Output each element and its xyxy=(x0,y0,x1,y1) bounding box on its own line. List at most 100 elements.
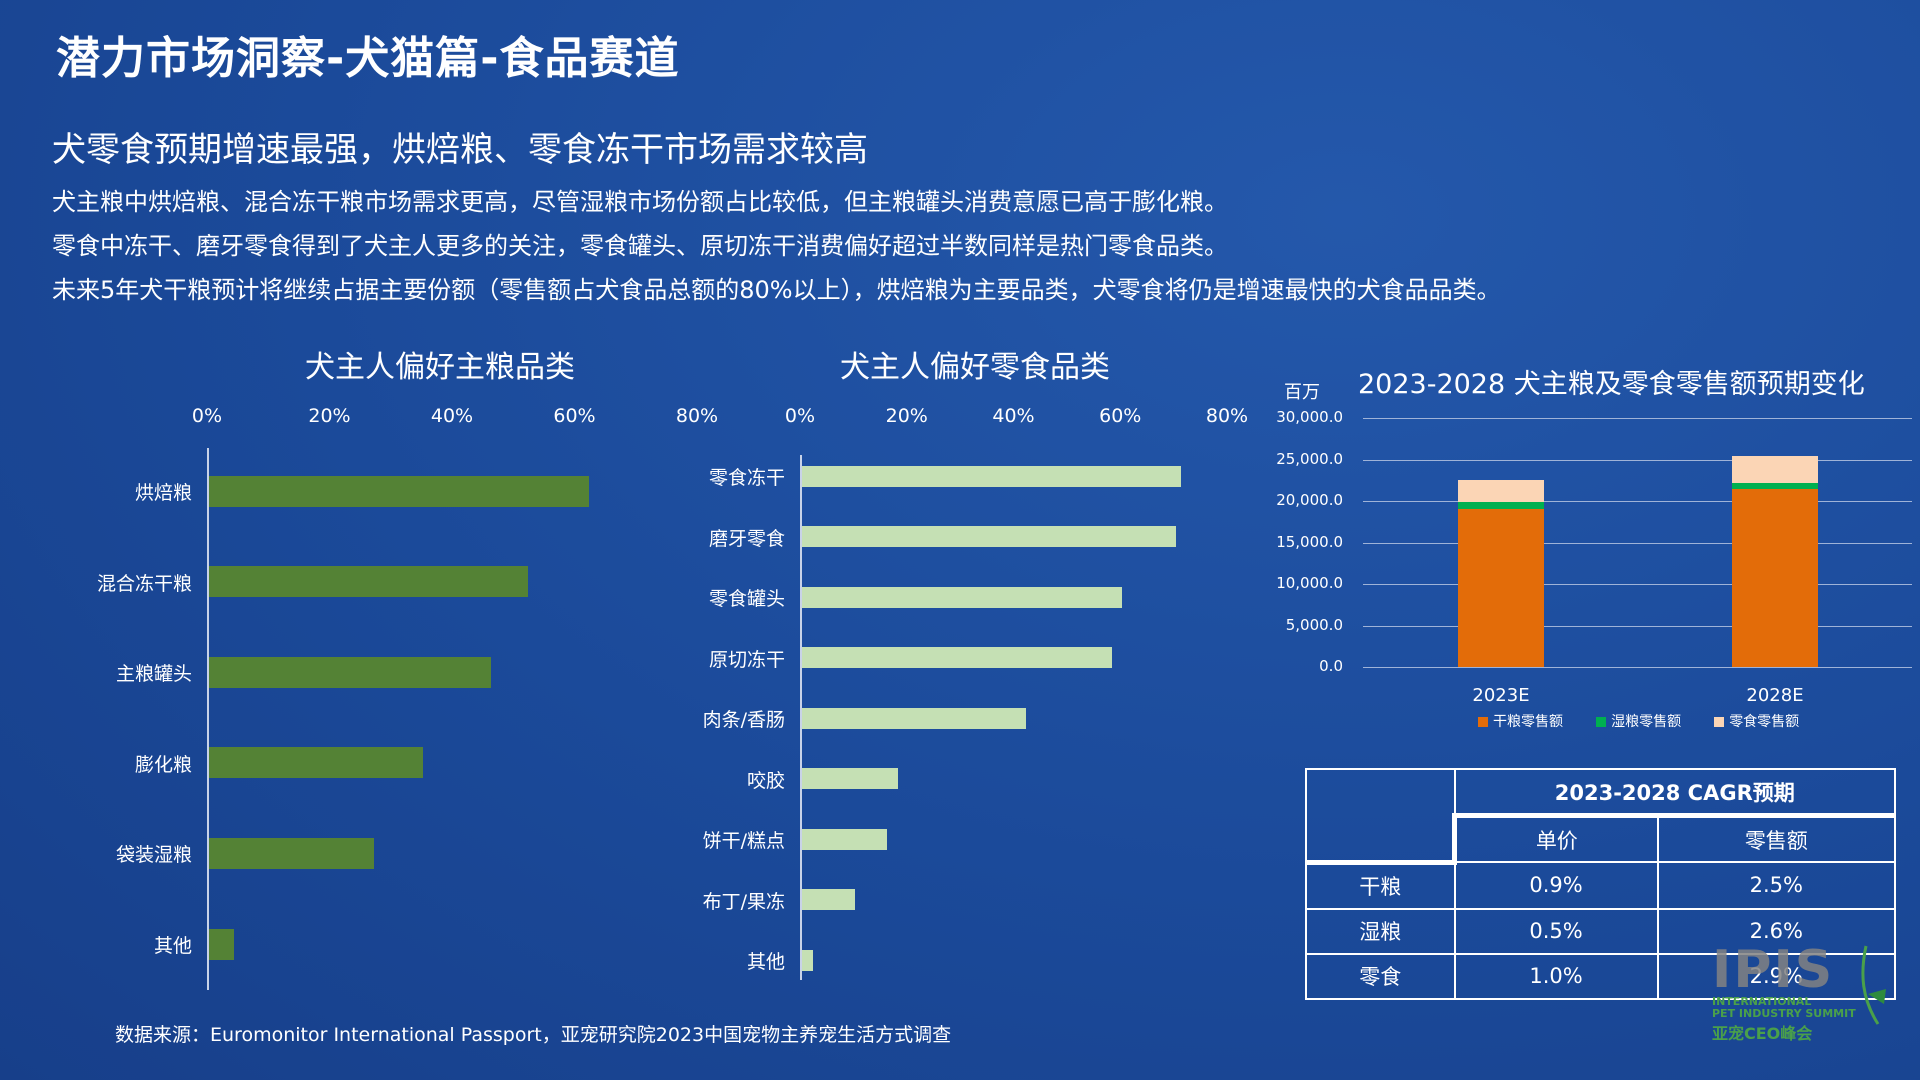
table-row: 零食 1.0% 2.9% xyxy=(1305,952,1897,1000)
x-tick-label: 80% xyxy=(675,405,719,427)
table-cell: 2.9% xyxy=(1656,952,1897,1000)
stacked-chart-ylabel: 百万 xyxy=(1284,382,1320,403)
stacked-bar-segment xyxy=(1458,480,1544,502)
y-tick-label: 5,000.0 xyxy=(1285,615,1343,634)
table-title-cell: 2023-2028 CAGR预期 xyxy=(1453,768,1896,818)
stacked-bar-segment xyxy=(1732,489,1818,667)
description-line-1: 犬主粮中烘焙粮、混合冻干粮市场需求更高，尽管湿粮市场份额占比较低，但主粮罐头消费… xyxy=(52,188,1228,216)
category-label: 磨牙零食 xyxy=(708,527,785,550)
gridline xyxy=(1363,625,1912,627)
category-label: 2023E xyxy=(1472,685,1530,706)
bar xyxy=(209,475,589,507)
gridline xyxy=(1363,542,1912,544)
table-row-label: 零食 xyxy=(1305,952,1456,1000)
bar xyxy=(802,828,888,850)
category-label: 原切冻干 xyxy=(708,648,785,671)
table-cell: 2.5% xyxy=(1656,861,1897,910)
stacked-chart-legend: 干粮零售额 湿粮零售额 零食零售额 xyxy=(1478,711,1827,731)
description-line-2: 零食中冻干、磨牙零食得到了犬主人更多的关注，零食罐头、原切冻干消费偏好超过半数同… xyxy=(52,232,1228,260)
category-label: 饼干/糕点 xyxy=(702,830,785,852)
table-header-row: 2023-2028 CAGR预期 xyxy=(1305,768,1896,863)
stacked-bar-segment xyxy=(1732,456,1818,483)
stacked-bar-segment xyxy=(1458,509,1544,667)
table-row: 湿粮 0.5% 2.6% xyxy=(1305,907,1897,955)
bar xyxy=(209,837,375,869)
legend-label: 零食零售额 xyxy=(1729,714,1800,730)
bar xyxy=(802,526,1176,547)
bar xyxy=(802,647,1112,668)
data-source: 数据来源：Euromonitor International Passport，… xyxy=(115,1024,952,1046)
x-tick-label: 40% xyxy=(992,405,1035,427)
gridline xyxy=(1363,501,1912,502)
bar xyxy=(802,768,899,789)
bar xyxy=(802,949,813,971)
bar xyxy=(209,656,491,688)
category-label: 零食罐头 xyxy=(708,588,785,610)
category-label: 其他 xyxy=(746,951,785,973)
table-column-header: 零售额 xyxy=(1656,814,1897,863)
y-tick-label: 10,000.0 xyxy=(1276,574,1343,592)
description-line-3: 未来5年犬干粮预计将继续占据主要份额（零售额占犬食品总额的80%以上），烘焙粮为… xyxy=(52,276,1501,304)
bar xyxy=(802,586,1123,608)
category-label: 袋装湿粮 xyxy=(115,844,192,867)
x-tick-label: 20% xyxy=(308,405,351,427)
gridline xyxy=(1363,459,1912,461)
main-food-chart-title: 犬主人偏好主粮品类 xyxy=(305,350,575,385)
x-tick-label: 60% xyxy=(553,405,596,427)
bar xyxy=(209,566,528,598)
table-subheader-row: 单价 零售额 xyxy=(1306,814,1897,863)
legend-item-dry: 干粮零售额 xyxy=(1478,711,1563,731)
y-tick-label: 15,000.0 xyxy=(1276,532,1343,551)
legend-swatch-wet xyxy=(1596,717,1607,727)
table-cell: 0.5% xyxy=(1453,907,1659,955)
y-tick-label: 20,000.0 xyxy=(1276,491,1343,509)
y-axis-line xyxy=(207,448,209,990)
ipis-logo: IPIS INTERNATIONAL PET INDUSTRY SUMMIT 亚… xyxy=(1712,944,1892,1054)
logo-line1: INTERNATIONAL xyxy=(1712,995,1812,1008)
bar xyxy=(802,889,856,910)
x-tick-label: 0% xyxy=(784,405,816,427)
x-tick-label: 20% xyxy=(885,405,928,427)
legend-swatch-dry xyxy=(1478,717,1488,727)
logo-line2: PET INDUSTRY SUMMIT xyxy=(1712,1007,1856,1020)
legend-swatch-snack xyxy=(1714,717,1725,727)
bar xyxy=(802,465,1181,487)
cagr-table: 2023-2028 CAGR预期 单价 零售额 干粮 0.9% 2.5% 湿粮 … xyxy=(1305,768,1897,1000)
category-label: 肉条/香肠 xyxy=(702,709,785,731)
legend-item-wet: 湿粮零售额 xyxy=(1596,711,1681,731)
bar xyxy=(209,747,424,779)
category-label: 零食冻干 xyxy=(708,467,785,489)
logo-line3: 亚宠CEO峰会 xyxy=(1712,1024,1813,1043)
table-row-label: 湿粮 xyxy=(1305,907,1456,955)
logo-text: IPIS xyxy=(1712,940,1835,1000)
snack-chart-title: 犬主人偏好零食品类 xyxy=(840,350,1110,385)
category-label: 其他 xyxy=(153,935,192,957)
table-corner-cell xyxy=(1305,768,1456,863)
gridline xyxy=(1363,584,1912,585)
y-tick-label: 0.0 xyxy=(1319,657,1343,675)
category-label: 布丁/果冻 xyxy=(702,890,785,913)
page-title: 潜力市场洞察-犬猫篇-食品赛道 xyxy=(56,33,680,84)
table-row-label: 干粮 xyxy=(1305,859,1456,910)
category-label: 2028E xyxy=(1746,685,1804,706)
category-label: 膨化粮 xyxy=(134,753,192,776)
bar xyxy=(209,928,234,960)
stacked-bar-segment xyxy=(1458,501,1544,510)
subtitle: 犬零食预期增速最强，烘焙粮、零食冻干市场需求较高 xyxy=(52,130,868,170)
x-tick-label: 60% xyxy=(1099,405,1142,427)
table-cell: 2.6% xyxy=(1656,907,1897,955)
y-tick-label: 25,000.0 xyxy=(1276,449,1343,468)
legend-label: 湿粮零售额 xyxy=(1611,714,1682,730)
table-cell: 0.9% xyxy=(1453,861,1659,910)
x-tick-label: 0% xyxy=(191,405,223,427)
category-label: 咬胶 xyxy=(746,769,785,792)
legend-item-snack: 零食零售额 xyxy=(1714,711,1799,731)
x-tick-label: 40% xyxy=(430,405,474,427)
category-label: 主粮罐头 xyxy=(115,663,192,686)
stacked-chart-title: 2023-2028 犬主粮及零食零售额预期变化 xyxy=(1358,369,1865,400)
gridline xyxy=(1363,418,1912,419)
y-axis-line xyxy=(800,455,802,980)
bar xyxy=(802,707,1027,729)
x-tick-label: 80% xyxy=(1205,405,1249,427)
category-label: 烘焙粮 xyxy=(134,482,192,504)
